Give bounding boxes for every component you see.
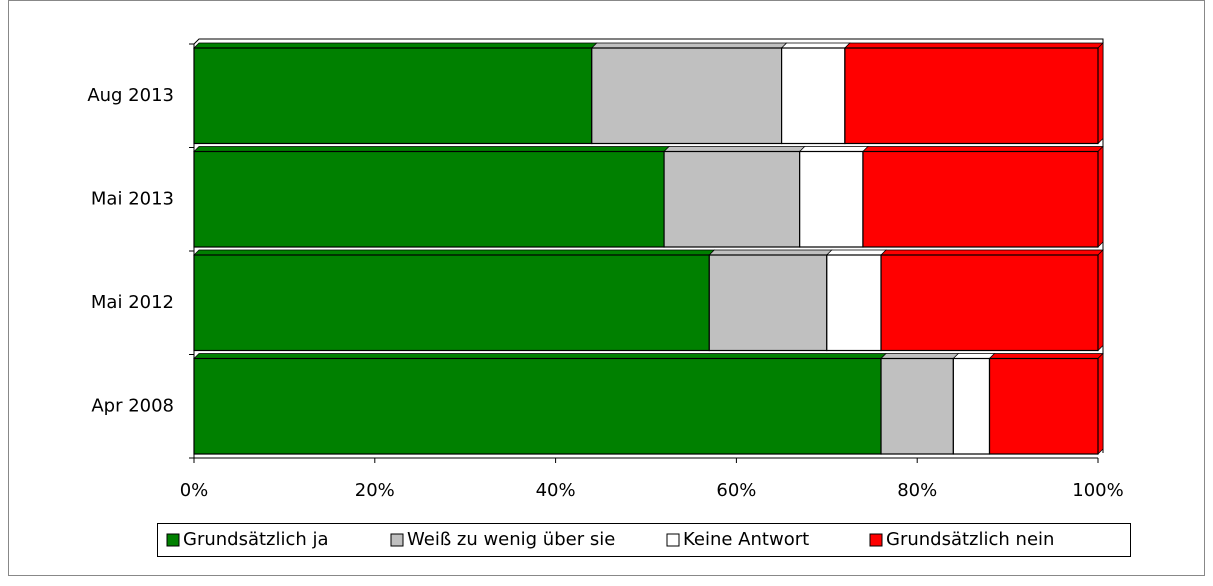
legend-label: Grundsätzlich ja — [183, 529, 329, 550]
bar-side — [1097, 352, 1104, 455]
bar — [591, 47, 783, 145]
bar — [708, 254, 828, 352]
bar-top — [193, 42, 598, 49]
x-tick-label: 60% — [716, 480, 756, 501]
bar-top — [193, 146, 670, 152]
bar — [862, 150, 1099, 248]
legend-swatch — [869, 533, 883, 547]
bar — [880, 357, 954, 455]
legend-swatch — [390, 533, 404, 547]
bar-top — [590, 42, 788, 49]
y-tick-label: Mai 2012 — [91, 292, 174, 313]
bar — [799, 150, 864, 248]
bar-side — [1097, 145, 1104, 248]
x-tick-label: 80% — [897, 480, 937, 501]
x-tick-label: 0% — [180, 480, 209, 501]
bar — [780, 47, 846, 145]
bar-top — [708, 249, 833, 256]
bar-top — [988, 353, 1104, 359]
legend-swatch — [166, 533, 180, 547]
bar-top — [880, 249, 1104, 256]
bar — [193, 357, 882, 455]
legend-label: Grundsätzlich nein — [886, 529, 1054, 550]
legend-label: Keine Antwort — [683, 529, 809, 550]
bar — [952, 357, 991, 455]
bar-top — [798, 146, 869, 152]
y-tick-label: Aug 2013 — [87, 85, 174, 106]
y-tick-label: Mai 2013 — [91, 188, 174, 209]
legend-swatch — [666, 533, 680, 547]
legend-box — [157, 523, 1131, 557]
bar-top — [825, 249, 887, 256]
bar-top — [862, 146, 1104, 152]
bar-top — [880, 353, 960, 359]
bar-top — [844, 42, 1104, 49]
x-tick-label: 40% — [536, 480, 576, 501]
bar — [663, 150, 801, 248]
bar — [988, 357, 1099, 455]
bar — [844, 47, 1099, 145]
bar — [193, 150, 665, 248]
bar-top — [193, 353, 887, 359]
x-tick-label: 20% — [355, 480, 395, 501]
x-tick-label: 100% — [1072, 480, 1123, 501]
bar — [826, 254, 882, 352]
bar — [193, 254, 710, 352]
legend-label: Weiß zu wenig über sie — [407, 529, 615, 550]
bar-side — [1097, 42, 1104, 145]
bar-side — [1097, 249, 1104, 352]
bar-top — [780, 42, 851, 49]
bar-top — [663, 146, 806, 152]
bar-top — [952, 353, 996, 359]
y-tick-label: Apr 2008 — [91, 395, 174, 416]
bar — [880, 254, 1099, 352]
bar — [193, 47, 593, 145]
bar-top — [193, 249, 716, 256]
